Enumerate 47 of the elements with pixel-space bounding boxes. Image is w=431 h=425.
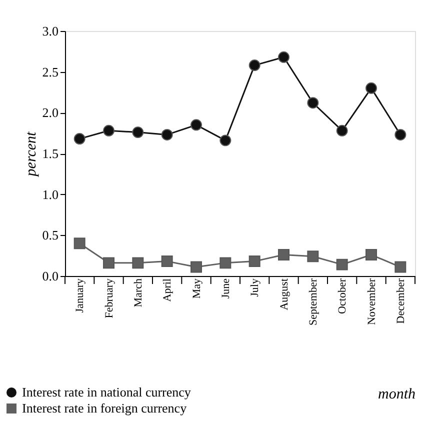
point xyxy=(366,82,377,94)
point xyxy=(74,133,86,145)
x-tick-label: November xyxy=(366,278,378,325)
point xyxy=(220,134,232,146)
point xyxy=(307,97,319,109)
x-tick-label: February xyxy=(103,278,116,318)
point xyxy=(248,256,260,268)
point xyxy=(394,261,406,273)
x-tick-label: January xyxy=(74,278,86,313)
y-tick-label: 0.0 xyxy=(42,268,58,284)
x-axis-title: month xyxy=(378,386,416,402)
x-tick-label: July xyxy=(249,278,262,297)
y-tick-label: 2.5 xyxy=(42,64,58,80)
y-tick-label: 1.5 xyxy=(42,146,58,161)
y-axis-title: percent xyxy=(23,130,40,178)
x-tick-label: March xyxy=(132,278,144,308)
point xyxy=(278,249,290,261)
legend-label: Interest rate in national currency xyxy=(22,384,192,400)
x-tick-label: October xyxy=(336,278,349,314)
point xyxy=(394,128,406,140)
x-tick-label: June xyxy=(220,278,232,299)
x-tick-label: April xyxy=(162,278,174,302)
point xyxy=(278,51,290,63)
y-tick-label: 0.5 xyxy=(42,228,58,243)
y-tick-label: 2.0 xyxy=(42,105,58,120)
x-tick-label: September xyxy=(307,278,320,326)
point xyxy=(132,126,144,138)
point xyxy=(190,119,202,131)
x-tick-label: December xyxy=(394,278,407,324)
point xyxy=(161,128,173,140)
point xyxy=(161,256,173,268)
point xyxy=(248,60,260,72)
point xyxy=(103,257,114,269)
y-tick-label: 1.0 xyxy=(42,186,58,202)
point xyxy=(336,258,348,270)
x-tick-label: May xyxy=(190,278,203,299)
x-tick-label: August xyxy=(278,278,290,310)
point xyxy=(220,257,232,269)
point xyxy=(307,250,319,262)
point xyxy=(103,124,114,136)
point xyxy=(190,261,202,273)
y-tick-label: 3.0 xyxy=(42,24,58,38)
legend-label: Interest rate in foreign currency xyxy=(22,400,188,416)
point xyxy=(336,124,348,136)
point xyxy=(132,257,144,269)
point xyxy=(74,238,86,250)
point xyxy=(366,249,377,261)
